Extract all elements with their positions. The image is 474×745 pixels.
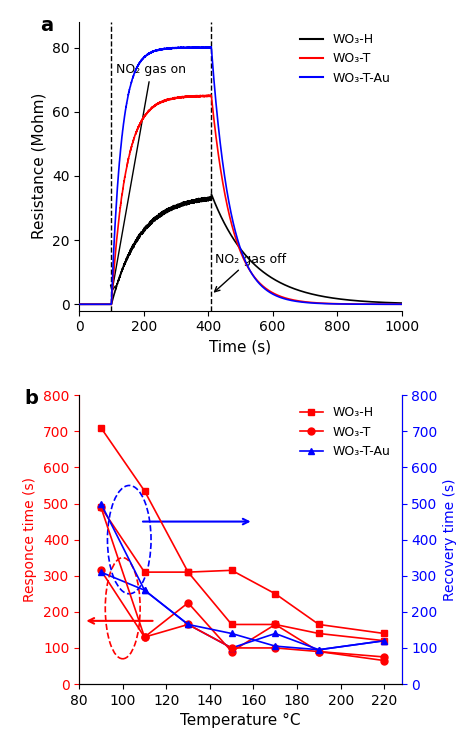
Legend: WO₃-H, WO₃-T, WO₃-T-Au: WO₃-H, WO₃-T, WO₃-T-Au: [295, 28, 395, 89]
Text: NO₂ gas on: NO₂ gas on: [110, 63, 186, 291]
Text: NO₂ gas off: NO₂ gas off: [215, 253, 286, 292]
X-axis label: Temperature °C: Temperature °C: [180, 713, 301, 729]
Y-axis label: Recovery time (s): Recovery time (s): [443, 478, 457, 601]
X-axis label: Time (s): Time (s): [210, 340, 272, 355]
Text: b: b: [24, 390, 38, 408]
Y-axis label: Responce time (s): Responce time (s): [24, 477, 37, 602]
Y-axis label: Resistance (Mohm): Resistance (Mohm): [31, 93, 46, 239]
Text: a: a: [40, 16, 54, 35]
Legend: WO₃-H, WO₃-T, WO₃-T-Au: WO₃-H, WO₃-T, WO₃-T-Au: [295, 402, 395, 463]
